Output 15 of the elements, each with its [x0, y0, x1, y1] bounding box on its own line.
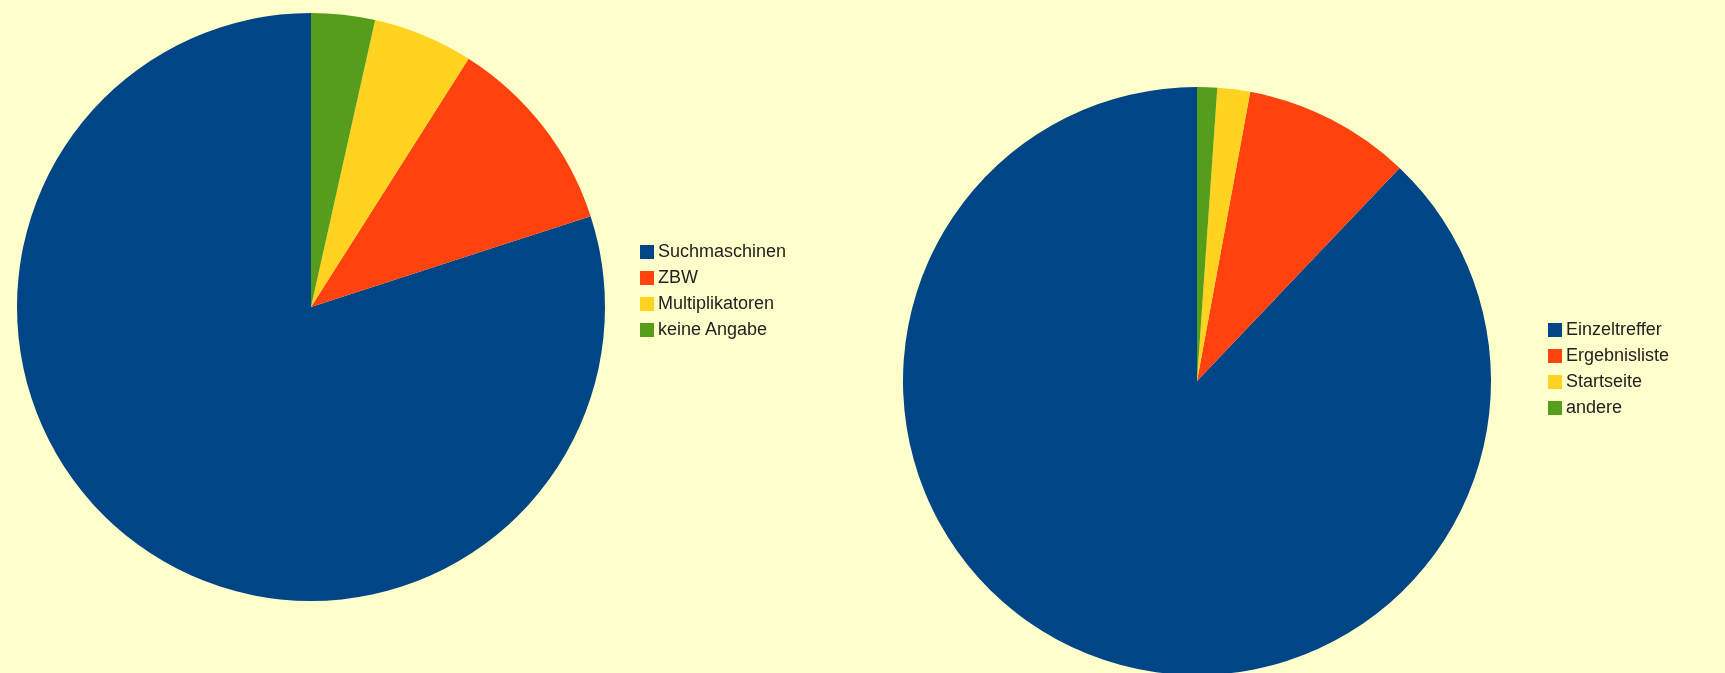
legend-label: Startseite: [1566, 371, 1643, 391]
legend-label: andere: [1566, 397, 1623, 417]
pie-slice: [1197, 91, 1400, 381]
legend-label: Multiplikatoren: [658, 293, 775, 313]
pie-slice: [311, 58, 591, 307]
pie-slice: [903, 87, 1491, 673]
pie-slice: [311, 13, 376, 307]
legend-label: keine Angabe: [658, 319, 768, 339]
legend-label: Einzeltreffer: [1566, 319, 1662, 339]
legend-label: Suchmaschinen: [658, 241, 787, 261]
pie-slice: [311, 20, 469, 307]
pie-slice: [17, 13, 605, 601]
legend-label: Ergebnisliste: [1566, 345, 1670, 365]
legend-label: ZBW: [658, 267, 698, 287]
pie-slice: [1197, 87, 1251, 381]
